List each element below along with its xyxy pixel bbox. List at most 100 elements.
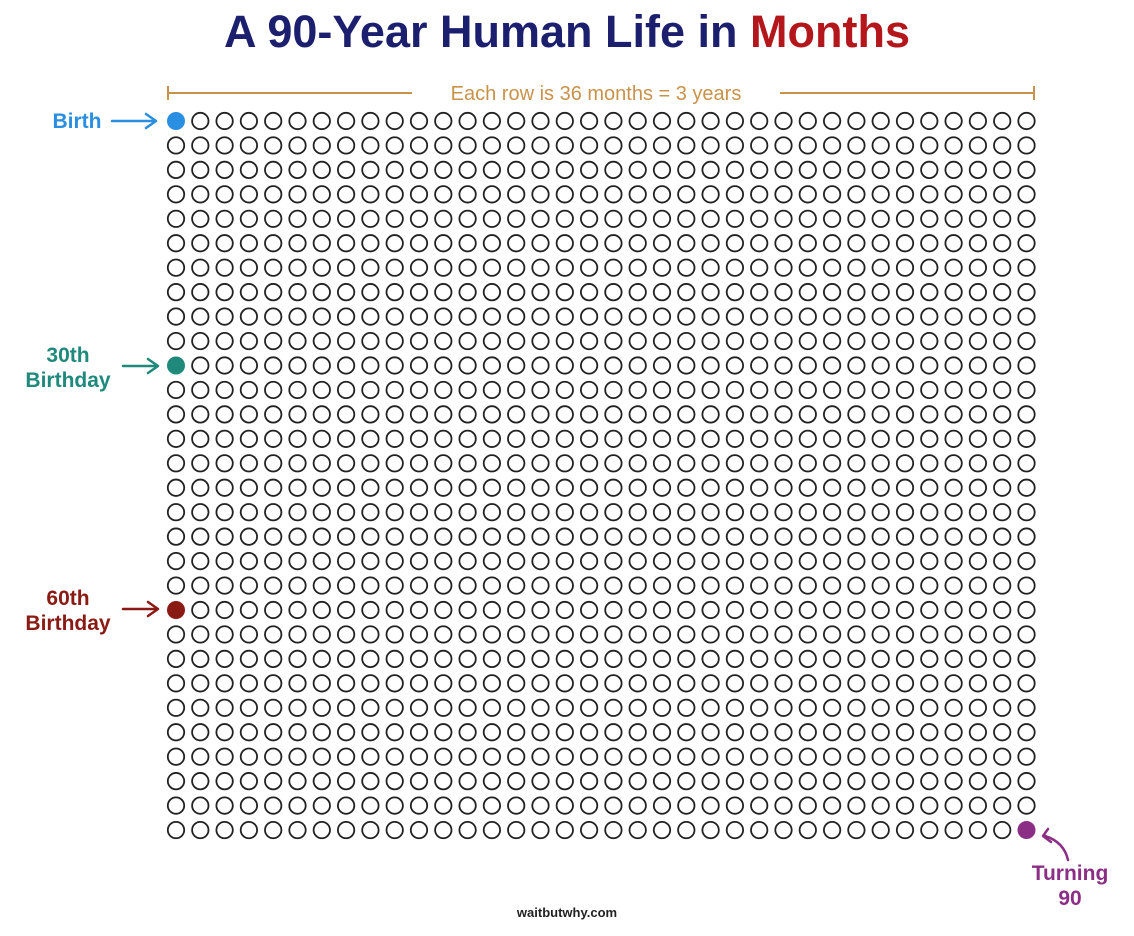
month-dot	[652, 698, 672, 717]
month-dot	[409, 258, 429, 277]
month-dot	[944, 820, 963, 840]
month-dot	[507, 723, 526, 742]
month-dot	[555, 185, 574, 204]
month-dot	[264, 772, 283, 791]
month-dot	[847, 429, 866, 448]
month-dot	[677, 625, 696, 644]
month-dot	[215, 307, 234, 326]
month-dot	[482, 283, 501, 302]
month-dot	[507, 600, 526, 620]
birth-label-text: Birth	[52, 110, 102, 133]
month-dot	[798, 796, 817, 815]
month-dot	[822, 796, 842, 815]
month-dot	[677, 283, 696, 302]
month-dot	[822, 185, 842, 204]
month-dot	[652, 576, 672, 595]
month-dot	[458, 527, 477, 546]
month-dot	[385, 600, 404, 620]
month-dot	[191, 600, 210, 620]
month-dot	[677, 234, 696, 253]
month-dot	[264, 674, 283, 693]
month-dot	[215, 454, 234, 473]
month-dot	[920, 454, 939, 473]
month-dot	[628, 185, 647, 204]
month-dot	[288, 576, 307, 595]
month-dot	[628, 796, 647, 815]
month-dot	[725, 331, 745, 351]
month-dot	[677, 649, 696, 669]
month-dot	[920, 185, 939, 204]
month-dot	[871, 527, 890, 546]
month-dot	[847, 503, 866, 522]
month-dot	[871, 429, 890, 448]
month-dot	[750, 820, 769, 840]
month-dot	[482, 380, 501, 400]
month-dot	[895, 478, 915, 497]
month-dot	[531, 674, 550, 693]
month-dot	[458, 625, 477, 644]
month-dot	[628, 283, 647, 302]
month-dot	[239, 429, 258, 448]
month-dot	[725, 478, 745, 497]
month-dot	[920, 527, 939, 546]
month-dot	[482, 356, 501, 375]
month-dot-thirtieth	[167, 356, 185, 375]
month-dot	[264, 551, 283, 571]
month-dot	[701, 478, 720, 497]
month-dot	[215, 283, 234, 302]
month-dot	[507, 551, 526, 571]
month-dot	[264, 136, 283, 155]
month-dot	[166, 454, 186, 473]
month-dot	[920, 429, 939, 448]
month-dot	[579, 454, 599, 473]
month-dot	[1017, 674, 1036, 693]
month-dot	[531, 380, 550, 400]
month-dot	[336, 503, 356, 522]
month-dot	[239, 234, 258, 253]
month-dot	[993, 576, 1012, 595]
month-dot	[701, 209, 720, 228]
month-dot	[482, 576, 501, 595]
month-dot	[385, 625, 404, 644]
month-dot	[531, 331, 550, 351]
month-dot	[288, 209, 307, 228]
month-dot	[288, 551, 307, 571]
month-dot	[312, 625, 331, 644]
month-dot	[288, 796, 307, 815]
month-dot	[1017, 234, 1036, 253]
month-dot	[507, 820, 526, 840]
month-dot	[750, 136, 769, 155]
month-dot	[507, 356, 526, 375]
month-dot	[1017, 258, 1036, 277]
month-dot	[701, 796, 720, 815]
month-dot	[677, 576, 696, 595]
month-dot	[798, 674, 817, 693]
month-dot	[555, 331, 574, 351]
month-dot	[215, 160, 234, 179]
month-dot	[701, 698, 720, 717]
month-dot	[507, 185, 526, 204]
month-dot	[507, 747, 526, 766]
month-dot	[579, 674, 599, 693]
month-dot	[701, 405, 720, 424]
month-dot	[361, 209, 380, 228]
month-dot	[628, 674, 647, 693]
month-dot	[920, 478, 939, 497]
month-dot	[458, 160, 477, 179]
month-dot	[847, 136, 866, 155]
month-dot	[628, 380, 647, 400]
month-dot	[191, 258, 210, 277]
month-dot	[361, 527, 380, 546]
month-dot	[239, 454, 258, 473]
milestone-label-60th-birthday: 60th Birthday	[10, 586, 126, 636]
month-dot	[944, 600, 963, 620]
month-dot	[968, 698, 988, 717]
month-dot	[701, 551, 720, 571]
month-dot	[750, 454, 769, 473]
month-dot	[458, 772, 477, 791]
month-dot	[239, 307, 258, 326]
month-dot	[652, 723, 672, 742]
month-dot	[871, 820, 890, 840]
month-dot	[215, 723, 234, 742]
month-dot	[239, 111, 258, 131]
